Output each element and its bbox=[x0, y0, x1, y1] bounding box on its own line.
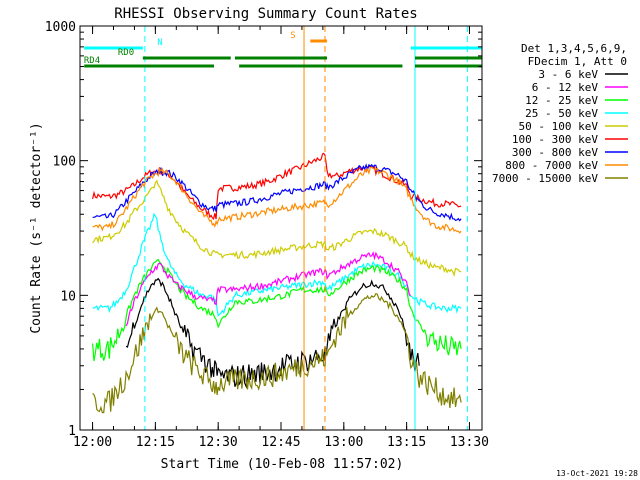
legend-label-5: 50 - 100 keV bbox=[519, 120, 599, 133]
x-tick-label-5: 13:00 bbox=[324, 435, 363, 450]
chart-title: RHESSI Observing Summary Count Rates bbox=[114, 6, 417, 22]
axes: 12:00 12:15 12:30 12:45 13:00 13:15 13:30 1 10 10… bbox=[45, 20, 489, 450]
flag-bars: N S RD0 RD4 bbox=[84, 31, 482, 68]
legend-label-2: 6 - 12 keV bbox=[532, 81, 599, 94]
y-tick-label-1: 1 bbox=[68, 424, 76, 439]
x-tick-label-4: 12:45 bbox=[261, 435, 300, 450]
y-tick-label-4: 1000 bbox=[45, 20, 76, 35]
vertical-markers bbox=[144, 26, 468, 430]
series-line-7 bbox=[125, 251, 411, 327]
legend: Det 1,3,4,5,6,9,FDecim 1, Att 03 - 6 keV… bbox=[492, 42, 628, 185]
flag-label-4: RD4 bbox=[84, 56, 100, 66]
series-line-4 bbox=[92, 179, 462, 277]
legend-label-8: 800 - 7000 keV bbox=[505, 159, 598, 172]
x-tick-label-6: 13:15 bbox=[387, 435, 426, 450]
legend-label-7: 300 - 800 keV bbox=[512, 146, 598, 159]
legend-header-1: Det 1,3,4,5,6,9, bbox=[521, 42, 627, 55]
flag-label-2: S bbox=[290, 31, 295, 41]
x-tick-label-3: 12:30 bbox=[199, 435, 238, 450]
footer-date: 13-Oct-2021 19:28 bbox=[556, 469, 638, 478]
series-line-9 bbox=[92, 292, 462, 414]
y-axis-label: Count Rate (s⁻¹ detector⁻¹) bbox=[29, 122, 44, 333]
series-line-8 bbox=[125, 277, 420, 389]
legend-label-3: 12 - 25 keV bbox=[525, 94, 598, 107]
x-tick-label-2: 12:15 bbox=[136, 435, 175, 450]
y-tick-label-3: 100 bbox=[53, 155, 76, 170]
legend-label-1: 3 - 6 keV bbox=[538, 68, 598, 81]
flag-label-3: RD0 bbox=[118, 48, 134, 58]
series-line-3 bbox=[92, 166, 462, 234]
legend-header-2: FDecim 1, Att 0 bbox=[528, 55, 627, 68]
legend-label-4: 25 - 50 keV bbox=[525, 107, 598, 120]
y-tick-label-2: 10 bbox=[60, 289, 76, 304]
x-tick-label-7: 13:30 bbox=[450, 435, 489, 450]
x-axis-label: Start Time (10-Feb-08 11:57:02) bbox=[161, 457, 404, 472]
legend-label-6: 100 - 300 keV bbox=[512, 133, 598, 146]
series-line-6 bbox=[92, 258, 462, 362]
flag-label-1: N bbox=[157, 38, 162, 48]
legend-label-9: 7000 - 15000 keV bbox=[492, 172, 598, 185]
series-line-5 bbox=[92, 212, 462, 317]
series-layer bbox=[92, 152, 462, 414]
x-tick-label-1: 12:00 bbox=[73, 435, 112, 450]
